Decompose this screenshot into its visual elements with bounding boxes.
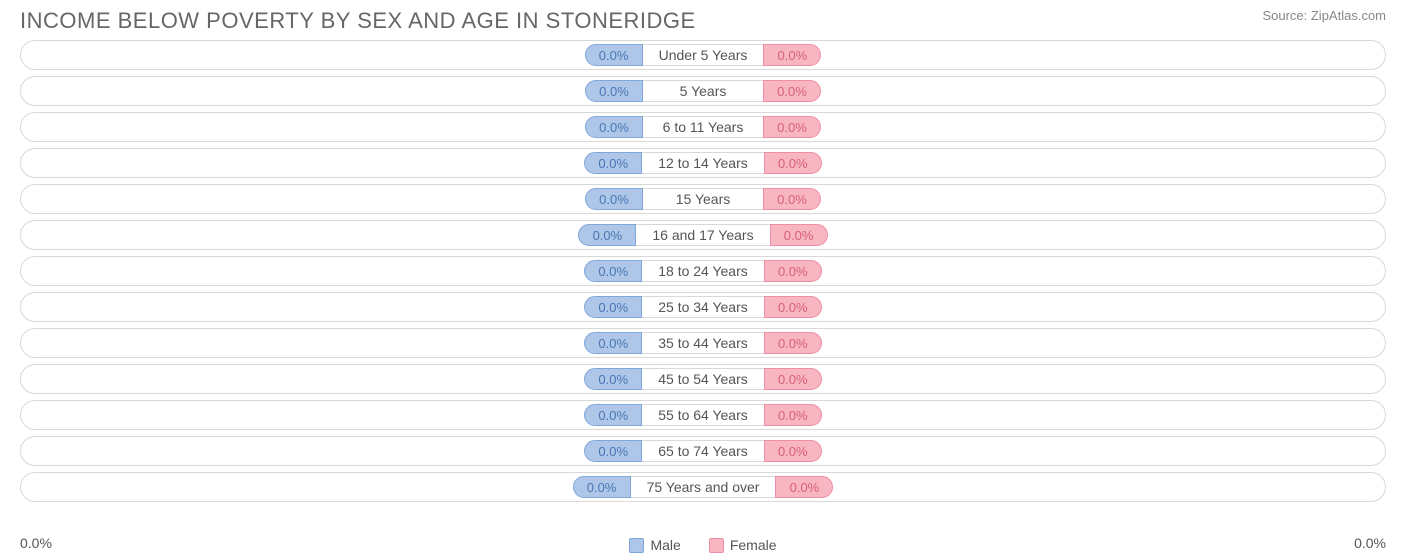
male-bar: 0.0% xyxy=(584,260,642,282)
category-label: 75 Years and over xyxy=(631,476,776,498)
axis-tick-left: 0.0% xyxy=(20,535,52,553)
category-label: 18 to 24 Years xyxy=(642,260,764,282)
chart-row: 0.0%75 Years and over0.0% xyxy=(20,472,1386,502)
chart-row: 0.0%45 to 54 Years0.0% xyxy=(20,364,1386,394)
category-label: 25 to 34 Years xyxy=(642,296,764,318)
category-label: 5 Years xyxy=(643,80,763,102)
male-bar: 0.0% xyxy=(584,152,642,174)
male-bar: 0.0% xyxy=(573,476,631,498)
category-label: 55 to 64 Years xyxy=(642,404,764,426)
category-label: 16 and 17 Years xyxy=(636,224,769,246)
female-bar: 0.0% xyxy=(770,224,828,246)
male-bar: 0.0% xyxy=(584,404,642,426)
category-label: 6 to 11 Years xyxy=(643,116,763,138)
male-bar: 0.0% xyxy=(584,440,642,462)
chart-row: 0.0%25 to 34 Years0.0% xyxy=(20,292,1386,322)
chart-row: 0.0%55 to 64 Years0.0% xyxy=(20,400,1386,430)
male-bar: 0.0% xyxy=(585,116,643,138)
chart-row: 0.0%16 and 17 Years0.0% xyxy=(20,220,1386,250)
female-swatch-icon xyxy=(709,538,724,553)
axis-tick-right: 0.0% xyxy=(1354,535,1386,553)
male-bar: 0.0% xyxy=(584,368,642,390)
female-bar: 0.0% xyxy=(763,116,821,138)
category-label: 15 Years xyxy=(643,188,763,210)
category-label: 65 to 74 Years xyxy=(642,440,764,462)
female-bar: 0.0% xyxy=(764,368,822,390)
legend-item-female: Female xyxy=(709,537,777,553)
male-swatch-icon xyxy=(629,538,644,553)
chart-row: 0.0%Under 5 Years0.0% xyxy=(20,40,1386,70)
source-attribution: Source: ZipAtlas.com xyxy=(1262,8,1386,23)
male-bar: 0.0% xyxy=(578,224,636,246)
female-bar: 0.0% xyxy=(775,476,833,498)
chart-row: 0.0%18 to 24 Years0.0% xyxy=(20,256,1386,286)
legend-label-male: Male xyxy=(650,537,680,553)
category-label: 45 to 54 Years xyxy=(642,368,764,390)
male-bar: 0.0% xyxy=(584,296,642,318)
chart-row: 0.0%6 to 11 Years0.0% xyxy=(20,112,1386,142)
chart-area: 0.0%Under 5 Years0.0%0.0%5 Years0.0%0.0%… xyxy=(0,40,1406,502)
category-label: 35 to 44 Years xyxy=(642,332,764,354)
legend: Male Female xyxy=(629,535,776,553)
chart-title: INCOME BELOW POVERTY BY SEX AND AGE IN S… xyxy=(20,8,696,34)
female-bar: 0.0% xyxy=(764,260,822,282)
chart-row: 0.0%35 to 44 Years0.0% xyxy=(20,328,1386,358)
category-label: 12 to 14 Years xyxy=(642,152,764,174)
female-bar: 0.0% xyxy=(764,404,822,426)
male-bar: 0.0% xyxy=(585,188,643,210)
legend-item-male: Male xyxy=(629,537,680,553)
male-bar: 0.0% xyxy=(585,44,643,66)
category-label: Under 5 Years xyxy=(643,44,764,66)
female-bar: 0.0% xyxy=(764,152,822,174)
female-bar: 0.0% xyxy=(764,440,822,462)
chart-row: 0.0%5 Years0.0% xyxy=(20,76,1386,106)
female-bar: 0.0% xyxy=(764,332,822,354)
chart-row: 0.0%65 to 74 Years0.0% xyxy=(20,436,1386,466)
x-axis: 0.0% Male Female 0.0% xyxy=(0,533,1406,553)
chart-row: 0.0%12 to 14 Years0.0% xyxy=(20,148,1386,178)
male-bar: 0.0% xyxy=(584,332,642,354)
female-bar: 0.0% xyxy=(763,44,821,66)
legend-label-female: Female xyxy=(730,537,777,553)
male-bar: 0.0% xyxy=(585,80,643,102)
female-bar: 0.0% xyxy=(763,80,821,102)
chart-row: 0.0%15 Years0.0% xyxy=(20,184,1386,214)
female-bar: 0.0% xyxy=(764,296,822,318)
female-bar: 0.0% xyxy=(763,188,821,210)
